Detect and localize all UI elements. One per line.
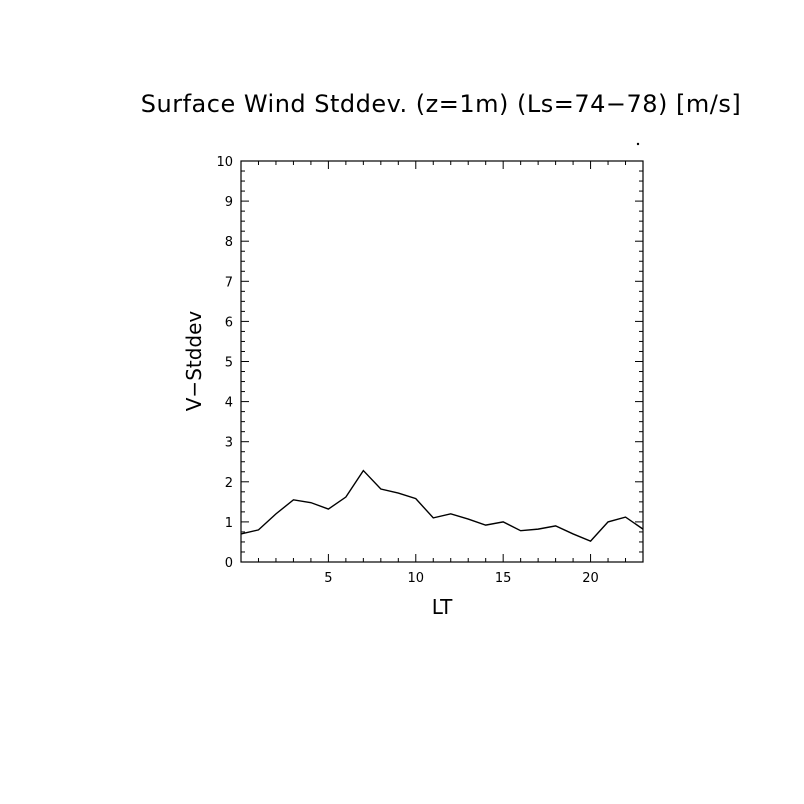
y-tick-label: 3 [225,436,233,451]
y-tick-label: 8 [225,235,233,250]
x-tick-label: 5 [324,571,332,586]
y-tick-label: 4 [225,396,233,411]
y-tick-label: 9 [225,195,233,210]
chart-title: Surface Wind Stddev. (z=1m) (Ls=74−78) [… [141,90,741,118]
y-tick-label: 10 [216,155,233,170]
y-tick-label: 7 [225,275,233,290]
corner-marker [636,142,640,146]
y-tick-label: 1 [225,516,233,531]
y-tick-label: 2 [225,476,233,491]
x-tick-label: 15 [495,571,512,586]
plot-frame [240,160,644,563]
y-tick-label: 6 [225,315,233,330]
y-axis-label: V−Stddev [182,311,206,412]
y-tick-label: 0 [225,556,233,571]
x-tick-label: 10 [408,571,425,586]
series-line [240,469,644,542]
y-tick-label: 5 [225,356,233,371]
x-axis-label: LT [432,595,453,619]
tick-labels: 0 1 2 3 4 5 6 7 8 9 10 5 10 15 20 [216,155,598,586]
x-tick-label: 20 [582,571,599,586]
axis-ticks [241,160,643,563]
